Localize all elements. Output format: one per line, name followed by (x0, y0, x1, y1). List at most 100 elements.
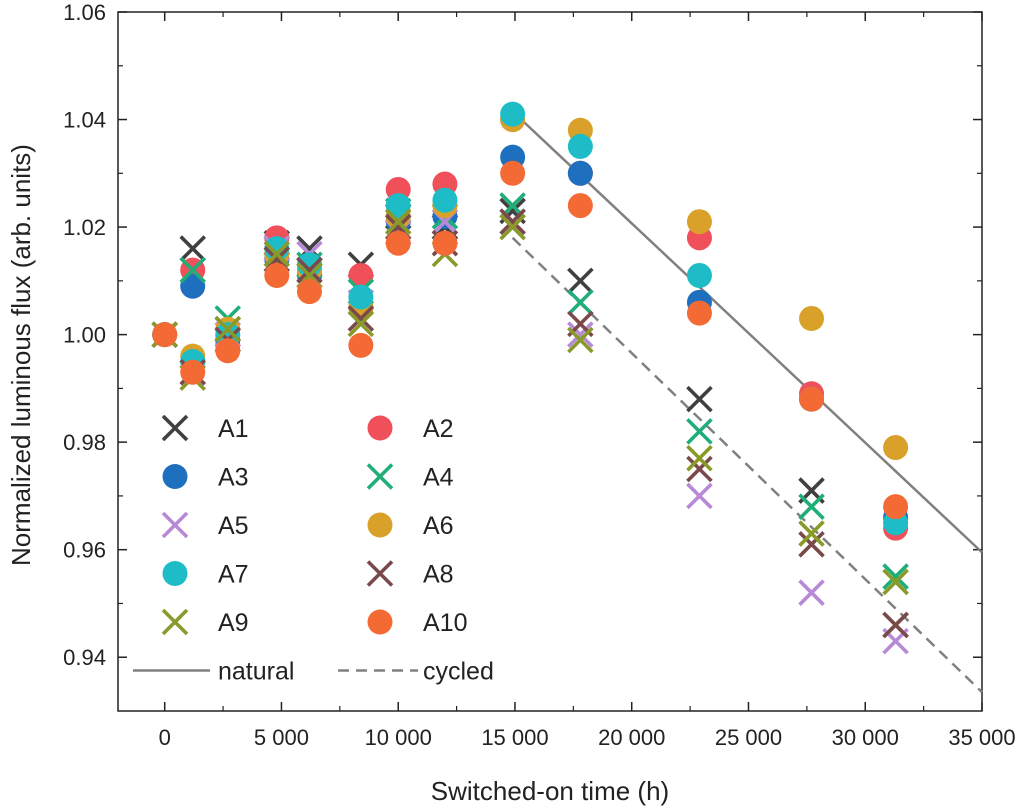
plot-frame (117, 11, 983, 712)
series-A7 (152, 101, 909, 536)
point-A9-stroke (798, 520, 825, 547)
point-A10 (799, 386, 825, 412)
point-A9 (347, 310, 375, 338)
point-A4 (798, 493, 825, 520)
legend-marker-A3 (162, 464, 188, 489)
legend-label: A3 (218, 464, 249, 492)
point-A5-stroke (798, 579, 825, 606)
point-A7 (432, 187, 458, 213)
legend-label: A2 (423, 415, 454, 443)
point-A9-stroke (882, 568, 909, 596)
point-A10 (152, 322, 178, 348)
point-A8 (296, 256, 323, 284)
x-axis: 0 5 000 10 000 15 000 20 000 25 000 30 000 35 0… (159, 12, 1016, 750)
point-A8-stroke (798, 531, 825, 558)
y-axis: 0.94 0.96 0.98 1.00 1.02 1.04 1.06 (63, 0, 982, 670)
point-A7 (348, 284, 374, 310)
legend-marker-A1 (161, 414, 189, 442)
point-A10 (348, 332, 374, 358)
point-A10 (567, 193, 593, 219)
point-A8-stroke (296, 256, 323, 284)
legend-marker-A4-stroke (366, 463, 394, 490)
y-tick-label: 0.96 (63, 538, 106, 563)
point-A3 (567, 160, 593, 186)
legend-marker-A5-stroke (161, 511, 189, 539)
x-tick-label: 15 000 (481, 725, 548, 750)
point-A8 (882, 611, 909, 639)
point-A7 (567, 133, 593, 159)
legend-marker-A7 (162, 561, 188, 586)
x-tick-label: 35 000 (948, 725, 1015, 750)
legend-label: A10 (423, 609, 467, 637)
point-A5-stroke (686, 482, 713, 510)
point-A9-stroke (499, 213, 526, 241)
legend-label: A1 (218, 415, 249, 443)
series-A9 (151, 208, 909, 596)
point-A9-stroke (686, 445, 713, 472)
point-A9-stroke (263, 240, 291, 268)
point-A4-stroke (686, 418, 713, 445)
point-A10 (883, 494, 909, 520)
point-A9 (686, 445, 713, 472)
x-tick-label: 30 000 (832, 725, 899, 750)
point-A1-stroke (179, 235, 206, 262)
legend-label: cycled (423, 658, 494, 686)
point-A9 (882, 568, 909, 596)
legend-label: A5 (218, 512, 249, 540)
point-A8-stroke (499, 208, 526, 235)
point-A7 (686, 262, 712, 288)
point-A9-stroke (567, 326, 594, 354)
point-A9-stroke (347, 310, 375, 338)
point-A1 (179, 235, 206, 262)
point-A1-stroke (567, 267, 594, 295)
y-tick-label: 1.02 (63, 215, 106, 240)
point-A8 (347, 305, 375, 332)
point-A9 (384, 208, 412, 235)
series-A2 (152, 107, 909, 541)
point-A10 (296, 279, 322, 305)
x-tick-label: 25 000 (715, 725, 782, 750)
point-A3 (180, 273, 206, 299)
point-A9-stroke (384, 208, 412, 235)
legend-marker-A10 (367, 609, 393, 635)
point-A4-stroke (567, 289, 594, 316)
legend-marker-A4 (366, 463, 394, 490)
point-A8-stroke (882, 611, 909, 639)
point-A5 (567, 321, 594, 348)
point-A5 (686, 482, 713, 510)
legend-label: A7 (218, 561, 249, 589)
fit-line-natural (511, 110, 983, 554)
point-A9 (263, 240, 291, 268)
point-A2 (348, 262, 374, 288)
legend-marker-A9-stroke (161, 608, 189, 636)
legend-label: A9 (218, 609, 249, 637)
point-A9 (567, 326, 594, 354)
y-tick-label: 1.00 (63, 323, 106, 348)
data-points (151, 101, 909, 655)
point-A6 (799, 305, 825, 331)
legend-marker-A8 (366, 560, 394, 587)
point-A5 (798, 579, 825, 606)
point-A9-stroke (214, 315, 242, 343)
point-A8-stroke (686, 455, 713, 483)
legend-label: A6 (423, 512, 454, 540)
point-A1-stroke (686, 385, 713, 413)
point-A6 (883, 435, 909, 461)
y-tick-label: 1.04 (63, 108, 106, 133)
point-A7 (500, 101, 526, 127)
point-A9 (499, 213, 526, 241)
x-tick-label: 5 000 (254, 725, 309, 750)
legend-marker-A2 (367, 415, 393, 441)
point-A1 (686, 385, 713, 413)
point-A10 (432, 230, 458, 256)
legend-marker-A6 (367, 512, 393, 538)
point-A8 (686, 455, 713, 483)
legend-label: A8 (423, 561, 454, 589)
point-A6 (686, 209, 712, 235)
point-A1 (567, 267, 594, 295)
point-A4 (179, 256, 206, 284)
point-A4 (882, 563, 909, 590)
point-A4-stroke (882, 563, 909, 590)
legend-label: A4 (423, 464, 454, 492)
point-A4 (567, 289, 594, 316)
